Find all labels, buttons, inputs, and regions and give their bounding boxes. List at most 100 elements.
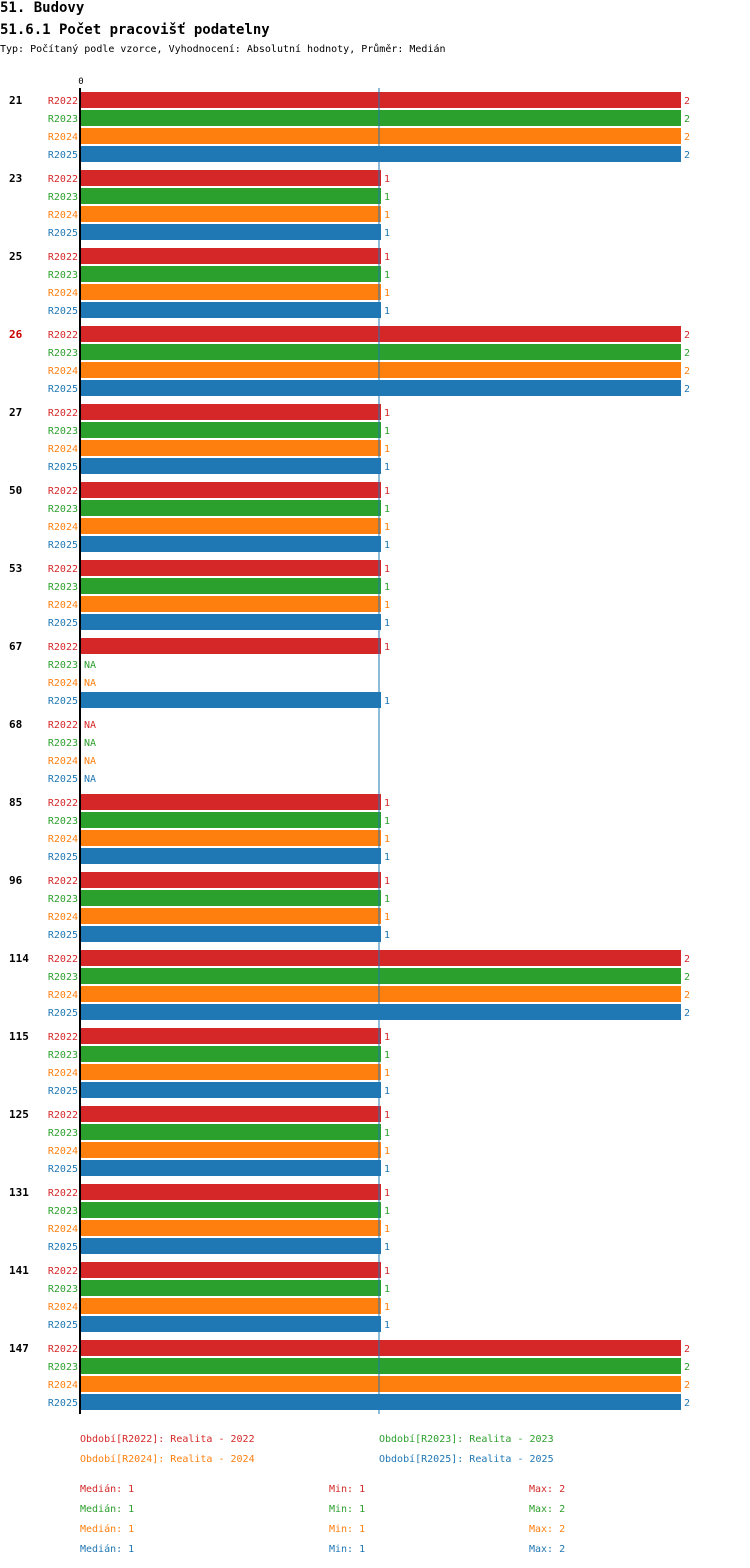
stat-max-r2022: Max: 2 xyxy=(529,1484,566,1495)
data-label: 2 xyxy=(684,96,690,107)
bar-21-R2024 xyxy=(81,128,681,144)
na-label: NA xyxy=(84,678,96,689)
series-label-R2023: R2023 xyxy=(48,270,78,281)
bar-23-R2023 xyxy=(81,188,381,204)
series-label-R2023: R2023 xyxy=(48,1362,78,1373)
legend-period-r2025: Období[R2025]: Realita - 2025 xyxy=(379,1454,554,1465)
series-label-R2025: R2025 xyxy=(48,696,78,707)
series-label-R2022: R2022 xyxy=(48,798,78,809)
series-label-R2022: R2022 xyxy=(48,96,78,107)
category-label-26: 26 xyxy=(9,328,23,341)
data-label: 1 xyxy=(384,1266,390,1277)
data-label: 1 xyxy=(384,540,390,551)
data-label: 1 xyxy=(384,408,390,419)
data-label: 1 xyxy=(384,228,390,239)
bar-25-R2024 xyxy=(81,284,381,300)
bar-21-R2022 xyxy=(81,92,681,108)
bar-141-R2025 xyxy=(81,1316,381,1332)
series-label-R2024: R2024 xyxy=(48,1224,78,1235)
series-label-R2025: R2025 xyxy=(48,930,78,941)
data-label: 2 xyxy=(684,366,690,377)
category-label-85: 85 xyxy=(9,796,22,809)
legend-period-r2024: Období[R2024]: Realita - 2024 xyxy=(80,1454,255,1465)
series-label-R2024: R2024 xyxy=(48,678,78,689)
bar-96-R2024 xyxy=(81,908,381,924)
category-label-25: 25 xyxy=(9,250,22,263)
series-label-R2024: R2024 xyxy=(48,132,78,143)
data-label: 1 xyxy=(384,426,390,437)
data-label: 2 xyxy=(684,132,690,143)
bar-85-R2022 xyxy=(81,794,381,810)
chart-subtitle: Typ: Počítaný podle vzorce, Vyhodnocení:… xyxy=(0,44,446,55)
data-label: 2 xyxy=(684,1380,690,1391)
series-label-R2025: R2025 xyxy=(48,1320,78,1331)
series-label-R2023: R2023 xyxy=(48,1128,78,1139)
na-label: NA xyxy=(84,756,96,767)
series-label-R2023: R2023 xyxy=(48,192,78,203)
bar-114-R2025 xyxy=(81,1004,681,1020)
series-label-R2023: R2023 xyxy=(48,738,78,749)
bar-147-R2024 xyxy=(81,1376,681,1392)
bar-115-R2025 xyxy=(81,1082,381,1098)
stat-min-r2024: Min: 1 xyxy=(329,1524,366,1535)
bar-27-R2023 xyxy=(81,422,381,438)
data-label: 1 xyxy=(384,270,390,281)
series-label-R2022: R2022 xyxy=(48,1110,78,1121)
bar-131-R2024 xyxy=(81,1220,381,1236)
data-label: 1 xyxy=(384,894,390,905)
bar-27-R2025 xyxy=(81,458,381,474)
category-label-125: 125 xyxy=(9,1108,29,1121)
bar-115-R2023 xyxy=(81,1046,381,1062)
bar-53-R2024 xyxy=(81,596,381,612)
bar-23-R2025 xyxy=(81,224,381,240)
data-label: 2 xyxy=(684,384,690,395)
series-label-R2022: R2022 xyxy=(48,564,78,575)
series-label-R2022: R2022 xyxy=(48,720,78,731)
category-label-23: 23 xyxy=(9,172,22,185)
bar-21-R2025 xyxy=(81,146,681,162)
data-label: 2 xyxy=(684,1362,690,1373)
data-label: 1 xyxy=(384,834,390,845)
data-label: 1 xyxy=(384,1284,390,1295)
bar-125-R2025 xyxy=(81,1160,381,1176)
bar-21-R2023 xyxy=(81,110,681,126)
data-label: 1 xyxy=(384,1110,390,1121)
data-label: 1 xyxy=(384,618,390,629)
stat-max-r2025: Max: 2 xyxy=(529,1544,566,1555)
series-label-R2023: R2023 xyxy=(48,582,78,593)
bar-23-R2022 xyxy=(81,170,381,186)
data-label: 1 xyxy=(384,564,390,575)
series-label-R2024: R2024 xyxy=(48,1068,78,1079)
series-label-R2024: R2024 xyxy=(48,834,78,845)
series-label-R2023: R2023 xyxy=(48,972,78,983)
data-label: 1 xyxy=(384,174,390,185)
category-label-131: 131 xyxy=(9,1186,29,1199)
series-label-R2025: R2025 xyxy=(48,852,78,863)
bar-115-R2024 xyxy=(81,1064,381,1080)
stat-median-r2024: Medián: 1 xyxy=(80,1524,135,1535)
series-label-R2024: R2024 xyxy=(48,366,78,377)
bar-147-R2025 xyxy=(81,1394,681,1410)
series-label-R2025: R2025 xyxy=(48,618,78,629)
bar-147-R2023 xyxy=(81,1358,681,1374)
series-label-R2025: R2025 xyxy=(48,462,78,473)
bar-26-R2025 xyxy=(81,380,681,396)
series-label-R2024: R2024 xyxy=(48,210,78,221)
stat-median-r2025: Medián: 1 xyxy=(80,1544,135,1555)
category-label-53: 53 xyxy=(9,562,22,575)
series-label-R2024: R2024 xyxy=(48,1146,78,1157)
bar-114-R2023 xyxy=(81,968,681,984)
bar-27-R2024 xyxy=(81,440,381,456)
series-label-R2023: R2023 xyxy=(48,1050,78,1061)
data-label: 1 xyxy=(384,522,390,533)
data-label: 1 xyxy=(384,1086,390,1097)
bar-50-R2023 xyxy=(81,500,381,516)
data-label: 1 xyxy=(384,696,390,707)
series-label-R2023: R2023 xyxy=(48,114,78,125)
series-label-R2024: R2024 xyxy=(48,600,78,611)
category-label-147: 147 xyxy=(9,1342,29,1355)
series-label-R2022: R2022 xyxy=(48,642,78,653)
bar-23-R2024 xyxy=(81,206,381,222)
bar-26-R2023 xyxy=(81,344,681,360)
